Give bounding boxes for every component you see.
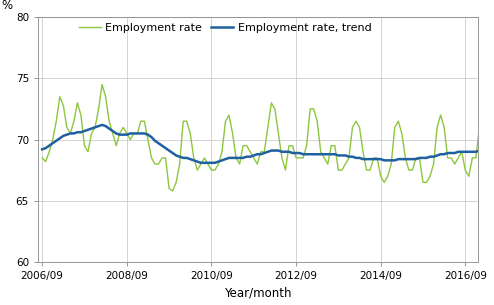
Employment rate xyxy=(459,150,465,154)
Employment rate xyxy=(99,83,105,86)
Employment rate, trend xyxy=(406,157,412,161)
Employment rate xyxy=(406,168,412,172)
Line: Employment rate, trend: Employment rate, trend xyxy=(42,125,494,163)
Employment rate, trend xyxy=(99,123,105,127)
Employment rate, trend xyxy=(117,133,123,137)
Employment rate, trend xyxy=(459,150,465,154)
Employment rate, trend xyxy=(452,151,457,155)
Employment rate, trend xyxy=(198,161,204,165)
Line: Employment rate: Employment rate xyxy=(42,84,494,191)
Employment rate, trend xyxy=(39,148,45,151)
Employment rate xyxy=(452,162,457,166)
Employment rate, trend xyxy=(75,131,81,134)
Y-axis label: %: % xyxy=(1,0,13,13)
Legend: Employment rate, Employment rate, trend: Employment rate, Employment rate, trend xyxy=(79,23,371,33)
Employment rate xyxy=(169,189,175,193)
X-axis label: Year/month: Year/month xyxy=(224,286,291,300)
Employment rate xyxy=(39,156,45,160)
Employment rate, trend xyxy=(202,161,207,165)
Employment rate xyxy=(75,101,81,105)
Employment rate xyxy=(117,132,123,135)
Employment rate xyxy=(202,156,207,160)
